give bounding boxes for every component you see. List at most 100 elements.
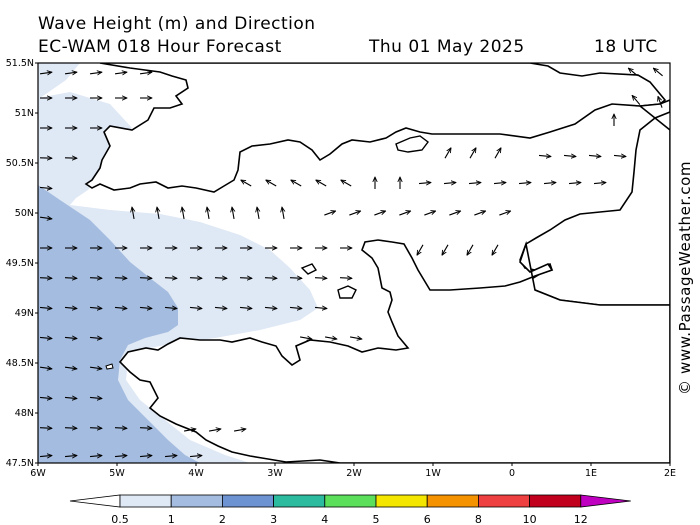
wave-direction-arrow bbox=[39, 187, 52, 188]
wave-direction-arrow bbox=[89, 428, 102, 429]
wave-direction-arrow bbox=[264, 278, 277, 279]
watermark: © www.PassageWeather.com bbox=[676, 160, 694, 395]
wave-direction-arrow bbox=[399, 211, 410, 216]
wave-direction-arrow bbox=[164, 307, 177, 308]
lat-tick-label: 50N bbox=[15, 208, 34, 219]
wave-direction-arrow bbox=[189, 455, 202, 456]
wave-direction-arrow bbox=[538, 155, 551, 156]
channel-island-jersey bbox=[337, 285, 357, 299]
wave-direction-arrow bbox=[208, 429, 221, 431]
chart-title: Wave Height (m) and Direction bbox=[38, 14, 316, 34]
wave-direction-arrow bbox=[182, 207, 184, 220]
wave-direction-arrow bbox=[424, 211, 435, 216]
legend-label: 12 bbox=[574, 513, 588, 525]
wave-direction-arrow bbox=[39, 397, 52, 398]
wave-direction-arrow bbox=[239, 278, 252, 279]
legend-right-cap bbox=[580, 494, 631, 508]
longitude-ticks: 6W 5W 4W 3W 2W 1W 0 1E 2E bbox=[30, 463, 676, 479]
legend-label: 6 bbox=[424, 513, 431, 525]
legend-label: 0.5 bbox=[111, 513, 129, 525]
lon-tick-label: 2W bbox=[346, 468, 362, 479]
wave-direction-arrow bbox=[114, 72, 127, 74]
lon-tick-label: 1W bbox=[425, 468, 441, 479]
wave-direction-arrow bbox=[64, 337, 77, 338]
wave-direction-arrow bbox=[632, 95, 641, 105]
wave-direction-arrow bbox=[324, 211, 335, 216]
wave-direction-arrow bbox=[241, 180, 252, 187]
wave-direction-arrow bbox=[139, 455, 152, 456]
wave-direction-arrow bbox=[449, 211, 460, 216]
date-label: Thu 01 May 2025 bbox=[369, 37, 525, 57]
legend-swatch bbox=[426, 494, 479, 508]
wave-direction-arrow bbox=[89, 307, 102, 308]
wave-direction-arrow bbox=[157, 207, 159, 220]
lon-tick-label: 5W bbox=[109, 468, 125, 479]
lat-tick-label: 49N bbox=[15, 308, 34, 319]
wave-direction-arrow bbox=[39, 307, 52, 308]
wave-direction-arrow bbox=[418, 182, 431, 183]
lat-tick-label: 49.5N bbox=[6, 258, 34, 269]
lon-tick-label: 4W bbox=[188, 468, 204, 479]
lat-tick-label: 50.5N bbox=[6, 158, 34, 169]
wave-direction-arrow bbox=[64, 278, 77, 279]
model-label: EC-WAM 018 Hour Forecast bbox=[38, 37, 282, 57]
land-france-east bbox=[118, 239, 670, 463]
wave-direction-arrow bbox=[492, 244, 499, 255]
wave-direction-arrow bbox=[444, 148, 451, 159]
lon-tick-label: 1E bbox=[585, 468, 597, 479]
wave-direction-arrow bbox=[374, 211, 385, 216]
wave-direction-arrow bbox=[257, 207, 259, 220]
lat-tick-label: 48N bbox=[15, 408, 34, 419]
wave-direction-arrow bbox=[39, 367, 52, 369]
wave-direction-arrow bbox=[89, 367, 102, 369]
legend-label: 5 bbox=[373, 513, 380, 525]
direction-arrows bbox=[39, 68, 663, 456]
lon-tick-label: 6W bbox=[30, 468, 46, 479]
legend-swatch bbox=[119, 494, 172, 508]
legend-label: 3 bbox=[270, 513, 277, 525]
legend-swatch bbox=[324, 494, 377, 508]
wave-direction-arrow bbox=[39, 428, 52, 429]
lon-tick-label: 2E bbox=[664, 468, 676, 479]
wave-direction-arrow bbox=[214, 278, 227, 279]
wave-direction-arrow bbox=[114, 428, 127, 429]
wave-direction-arrow bbox=[467, 244, 474, 255]
legend-label: 4 bbox=[321, 513, 328, 525]
wave-direction-arrow bbox=[563, 155, 576, 156]
legend-swatch bbox=[375, 494, 428, 508]
wave-direction-arrow bbox=[39, 217, 52, 219]
wave-direction-arrow bbox=[442, 244, 449, 255]
legend-left-cap bbox=[69, 494, 121, 508]
wave-direction-arrow bbox=[89, 337, 102, 338]
wave-direction-arrow bbox=[543, 182, 556, 183]
wave-direction-arrow bbox=[183, 429, 196, 431]
wave-direction-arrow bbox=[593, 182, 606, 183]
wave-band-medium bbox=[38, 185, 200, 463]
wave-direction-arrow bbox=[469, 148, 476, 159]
wave-direction-arrow bbox=[613, 155, 626, 156]
wave-direction-arrow bbox=[417, 244, 424, 255]
wave-direction-arrow bbox=[494, 148, 501, 159]
wave-direction-arrow bbox=[314, 307, 327, 308]
island-ushant bbox=[105, 363, 114, 370]
wave-direction-arrow bbox=[653, 68, 663, 77]
wave-direction-arrow bbox=[64, 72, 77, 74]
lat-tick-label: 48.5N bbox=[6, 358, 34, 369]
legend-swatch bbox=[529, 494, 582, 508]
wave-direction-arrow bbox=[299, 337, 312, 339]
wave-direction-arrow bbox=[64, 307, 77, 308]
wave-direction-arrow bbox=[232, 207, 234, 220]
isle-of-wight bbox=[395, 135, 429, 153]
land-england bbox=[84, 63, 667, 193]
wave-direction-arrow bbox=[282, 207, 284, 220]
wave-direction-arrow bbox=[341, 180, 352, 187]
wave-direction-arrow bbox=[164, 455, 177, 456]
legend-label: 8 bbox=[475, 513, 482, 525]
wave-direction-arrow bbox=[64, 455, 77, 456]
wave-direction-arrow bbox=[114, 307, 127, 308]
wave-direction-arrow bbox=[291, 180, 302, 187]
wave-direction-arrow bbox=[207, 207, 209, 220]
legend-label: 1 bbox=[168, 513, 175, 525]
wave-direction-arrow bbox=[89, 455, 102, 456]
